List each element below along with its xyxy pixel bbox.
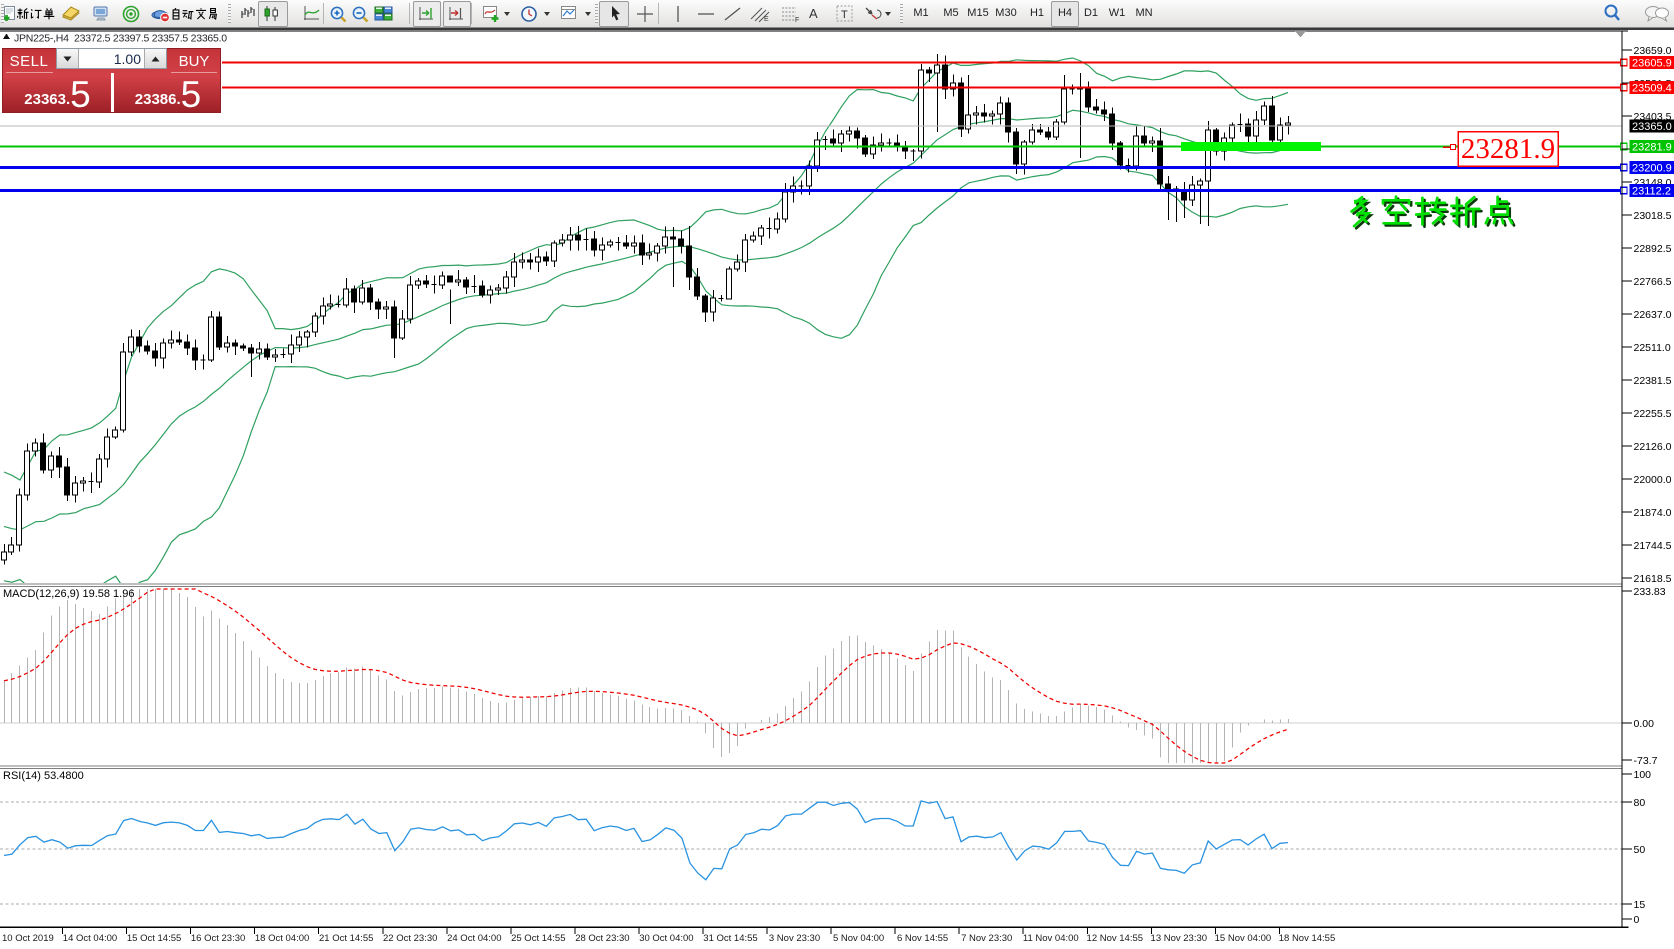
svg-text:21618.5: 21618.5 bbox=[1634, 573, 1672, 585]
svg-text:MACD(12,26,9) 19.58 1.96: MACD(12,26,9) 19.58 1.96 bbox=[3, 588, 134, 600]
svg-text:80: 80 bbox=[1634, 797, 1646, 809]
svg-text:13 Nov 23:30: 13 Nov 23:30 bbox=[1151, 933, 1208, 944]
svg-text:23509.4: 23509.4 bbox=[1632, 83, 1672, 95]
svg-text:23112.2: 23112.2 bbox=[1632, 186, 1671, 198]
svg-text:15: 15 bbox=[1634, 899, 1646, 911]
svg-text:21874.0: 21874.0 bbox=[1634, 507, 1672, 519]
svg-text:0: 0 bbox=[1634, 914, 1640, 926]
svg-text:16 Oct 23:30: 16 Oct 23:30 bbox=[191, 933, 245, 944]
svg-text:12 Nov 14:55: 12 Nov 14:55 bbox=[1087, 933, 1144, 944]
svg-text:3 Nov 23:30: 3 Nov 23:30 bbox=[769, 933, 820, 944]
svg-text:22766.5: 22766.5 bbox=[1634, 276, 1672, 288]
svg-text:JPN225-,H4 23372.5 23397.5 23: JPN225-,H4 23372.5 23397.5 23357.5 23365… bbox=[14, 33, 227, 45]
svg-text:18 Oct 04:00: 18 Oct 04:00 bbox=[255, 933, 309, 944]
svg-text:23281.9: 23281.9 bbox=[1461, 133, 1555, 165]
svg-text:11 Nov 04:00: 11 Nov 04:00 bbox=[1023, 933, 1079, 944]
svg-text:233.83: 233.83 bbox=[1634, 586, 1666, 598]
svg-text:7 Nov 23:30: 7 Nov 23:30 bbox=[961, 933, 1012, 944]
svg-text:23365.0: 23365.0 bbox=[1632, 121, 1672, 133]
svg-text:15 Oct 14:55: 15 Oct 14:55 bbox=[127, 933, 181, 944]
svg-text:22 Oct 23:30: 22 Oct 23:30 bbox=[383, 933, 437, 944]
svg-text:100: 100 bbox=[1634, 769, 1652, 781]
svg-text:-73.7: -73.7 bbox=[1634, 755, 1658, 767]
svg-text:23281.9: 23281.9 bbox=[1632, 142, 1672, 154]
svg-text:22255.5: 22255.5 bbox=[1634, 408, 1672, 420]
svg-text:22892.5: 22892.5 bbox=[1634, 243, 1672, 255]
svg-text:0.00: 0.00 bbox=[1634, 718, 1655, 730]
svg-text:T: T bbox=[841, 9, 848, 21]
svg-text:10 Oct 2019: 10 Oct 2019 bbox=[2, 933, 54, 944]
svg-text:15 Nov 04:00: 15 Nov 04:00 bbox=[1215, 933, 1272, 944]
svg-text:6 Nov 14:55: 6 Nov 14:55 bbox=[897, 933, 948, 944]
svg-text:E: E bbox=[764, 16, 769, 23]
svg-text:28 Oct 23:30: 28 Oct 23:30 bbox=[575, 933, 629, 944]
svg-text:30 Oct 04:00: 30 Oct 04:00 bbox=[639, 933, 693, 944]
svg-text:14 Oct 04:00: 14 Oct 04:00 bbox=[63, 933, 117, 944]
svg-text:21 Oct 14:55: 21 Oct 14:55 bbox=[319, 933, 373, 944]
svg-text:22126.0: 22126.0 bbox=[1634, 441, 1672, 453]
svg-text:5 Nov 04:00: 5 Nov 04:00 bbox=[833, 933, 884, 944]
svg-text:F: F bbox=[795, 17, 799, 23]
svg-text:25 Oct 14:55: 25 Oct 14:55 bbox=[511, 933, 565, 944]
svg-text:23605.9: 23605.9 bbox=[1632, 58, 1672, 70]
svg-text:23200.9: 23200.9 bbox=[1632, 163, 1672, 175]
svg-text:22637.0: 22637.0 bbox=[1634, 309, 1672, 321]
svg-text:18 Nov 14:55: 18 Nov 14:55 bbox=[1279, 933, 1336, 944]
svg-text:RSI(14) 53.4800: RSI(14) 53.4800 bbox=[3, 770, 84, 782]
svg-text:22381.5: 22381.5 bbox=[1634, 375, 1672, 387]
svg-text:23659.0: 23659.0 bbox=[1634, 45, 1672, 57]
svg-text:50: 50 bbox=[1634, 844, 1646, 856]
svg-text:23018.5: 23018.5 bbox=[1634, 210, 1672, 222]
svg-text:31 Oct 14:55: 31 Oct 14:55 bbox=[703, 933, 757, 944]
svg-text:22511.0: 22511.0 bbox=[1634, 342, 1671, 354]
svg-text:24 Oct 04:00: 24 Oct 04:00 bbox=[447, 933, 501, 944]
svg-text:21744.5: 21744.5 bbox=[1634, 540, 1672, 552]
svg-text:22000.0: 22000.0 bbox=[1634, 474, 1672, 486]
